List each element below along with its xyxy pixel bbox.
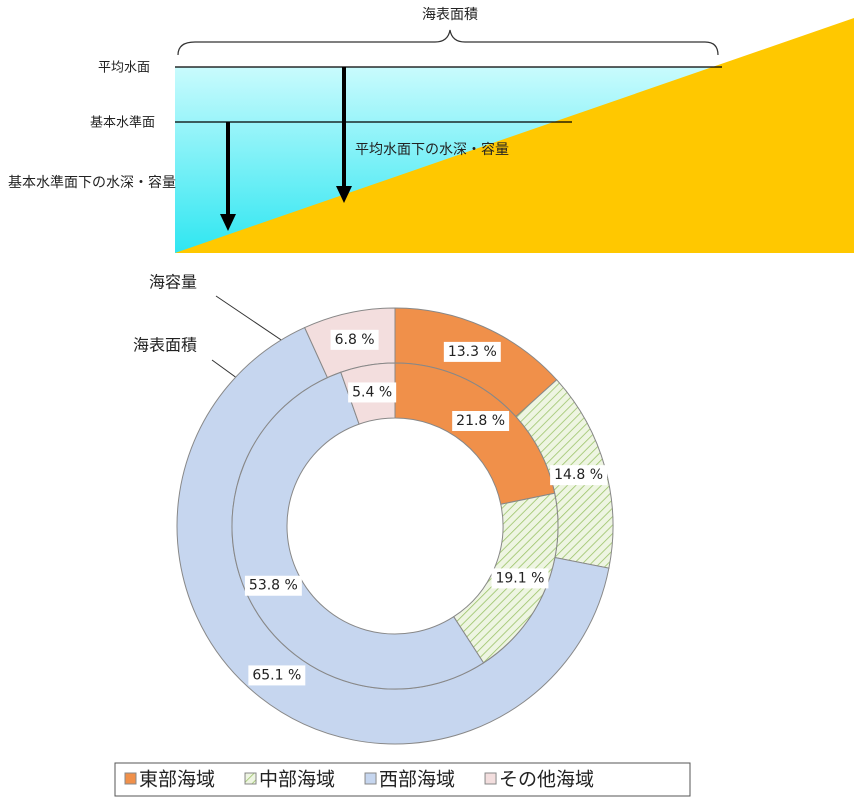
legend: 東部海域 中部海域 西部海域 その他海域 xyxy=(124,769,594,791)
label-bg xyxy=(348,382,397,403)
datum-depth-label: 基本水準面下の水深・容量 xyxy=(8,174,176,191)
area-label: 海表面積 xyxy=(422,7,478,23)
data-label: 65.1 % xyxy=(252,667,301,683)
water-diagram: 海表面積 平均水面 基本水準面 平均水面下の水深・容量 基本水準面下の水深・容量 xyxy=(8,7,854,253)
arrow-head xyxy=(336,186,352,203)
data-label: 5.4 % xyxy=(352,384,392,400)
legend-label: 中部海域 xyxy=(259,769,335,791)
arrow-head xyxy=(220,214,236,231)
legend-label: 西部海域 xyxy=(379,769,455,791)
label-bg xyxy=(452,410,510,431)
mean-depth-label: 平均水面下の水深・容量 xyxy=(355,141,509,158)
data-label: 14.8 % xyxy=(554,467,603,483)
label-bg xyxy=(443,341,501,362)
legend-box xyxy=(114,762,691,797)
legend-swatch xyxy=(484,772,497,785)
data-label: 53.8 % xyxy=(249,578,298,594)
data-label: 6.8 % xyxy=(335,332,375,348)
label-bg xyxy=(330,329,379,350)
label-bg xyxy=(248,665,306,686)
legend-swatch xyxy=(364,772,377,785)
brace xyxy=(177,29,719,56)
ring-label: 海容量 xyxy=(149,273,197,292)
data-label: 21.8 % xyxy=(456,413,505,429)
donut-chart: 海容量 海表面積 13.3 % 14.8 % 65.1 % 6.8 % 21.8 % 19… xyxy=(133,273,614,745)
data-label: 19.1 % xyxy=(495,570,544,586)
ring-label: 海表面積 xyxy=(133,336,197,355)
legend-swatch xyxy=(244,772,257,785)
mean-level-label: 平均水面 xyxy=(98,61,150,76)
legend-label: その他海域 xyxy=(499,769,594,791)
data-label: 13.3 % xyxy=(448,344,497,360)
label-bg xyxy=(244,575,302,596)
donut-segment xyxy=(231,371,485,690)
label-bg xyxy=(550,465,608,486)
legend-label: 東部海域 xyxy=(139,769,215,791)
legend-swatch xyxy=(124,772,137,785)
datum-level-label: 基本水準面 xyxy=(90,115,155,131)
label-bg xyxy=(491,568,549,589)
